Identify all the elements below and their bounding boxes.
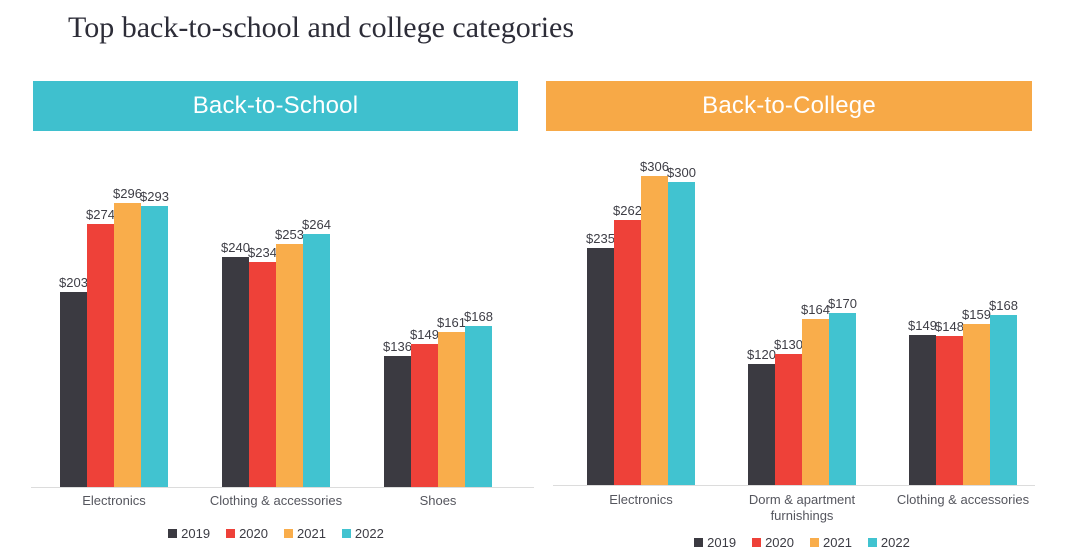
legend-label: 2020 — [765, 535, 794, 550]
bar-2020: $262 — [613, 203, 642, 485]
bar-value-label: $274 — [86, 207, 115, 222]
bar-2022: $300 — [667, 165, 696, 485]
bar-value-label: $170 — [828, 296, 857, 311]
category-label: Clothing & accessories — [896, 492, 1030, 507]
legend-swatch-2021 — [284, 529, 293, 538]
bar-value-label: $120 — [747, 347, 776, 362]
bar-value-label: $234 — [248, 245, 277, 260]
bar-2019: $235 — [586, 231, 615, 485]
bar-value-label: $130 — [774, 337, 803, 352]
bar-value-label: $253 — [275, 227, 304, 242]
legend-label: 2019 — [707, 535, 737, 550]
category-label: Electronics — [609, 492, 673, 507]
bar-value-label: $136 — [383, 339, 412, 354]
bar-2019: $149 — [908, 318, 937, 485]
bar-2022: $168 — [464, 309, 493, 487]
bar-2019: $203 — [59, 275, 88, 487]
bar-value-label: $149 — [410, 327, 439, 342]
bar-2022: $168 — [989, 298, 1018, 485]
bar-2022: $264 — [302, 217, 331, 487]
bar-value-label: $293 — [140, 189, 169, 204]
back-to-school-header-banner: Back-to-School — [33, 81, 518, 131]
bar-2021: $161 — [437, 315, 466, 487]
legend-label: 2020 — [239, 526, 268, 541]
legend-swatch-2019 — [694, 538, 704, 547]
back-to-school-axis-baseline — [31, 487, 534, 488]
bar-2021: $159 — [962, 307, 991, 485]
legend-item-2021: 2021 — [810, 535, 852, 550]
bar-value-label: $240 — [221, 240, 250, 255]
category-label: Clothing & accessories — [209, 493, 343, 508]
bar-value-label: $161 — [437, 315, 466, 330]
bar-2021: $306 — [640, 159, 669, 485]
legend-swatch-2020 — [226, 529, 236, 538]
bar-group-dorm-apartment-furnishings: $120 $130 $164 $170 — [747, 296, 857, 485]
legend-item-2022: 2022 — [867, 535, 910, 550]
bar-group-shoes: $136 $149 $161 $168 — [383, 309, 493, 487]
category-label: Dorm & apartment furnishings — [748, 492, 856, 523]
legend-item-2019: 2019 — [168, 526, 210, 541]
category-label: Electronics — [82, 493, 146, 508]
bar-value-label: $168 — [989, 298, 1018, 313]
bar-2020: $148 — [935, 319, 964, 485]
bar-2019: $120 — [747, 347, 776, 485]
bar-2021: $164 — [801, 302, 830, 485]
legend-item-2020: 2020 — [752, 535, 794, 550]
back-to-college-header-banner: Back-to-College — [546, 81, 1032, 131]
bar-2020: $234 — [248, 245, 277, 487]
bar-value-label: $264 — [302, 217, 331, 232]
legend-label: 2019 — [181, 526, 211, 541]
bar-group-electronics: $235 $262 $306 $300 — [586, 159, 696, 485]
legend-swatch-2022 — [867, 538, 877, 547]
legend-swatch-2020 — [752, 538, 762, 547]
back-to-school-header-label: Back-to-School — [192, 92, 359, 119]
bar-2022: $293 — [140, 189, 169, 487]
bar-value-label: $164 — [801, 302, 830, 317]
legend-item-2022: 2022 — [341, 526, 384, 541]
back-to-college-axis-baseline — [553, 485, 1035, 486]
category-label: Shoes — [419, 493, 457, 508]
back-to-school-legend: 2019 2020 2021 2022 — [60, 526, 492, 541]
bar-group-clothing-accessories: $149 $148 $159 $168 — [908, 298, 1018, 485]
back-to-school-plot: $203 $274 $296 $293 $240 $234 $253 $264 $136 $149… — [59, 177, 493, 487]
back-to-college-header-label: Back-to-College — [702, 92, 876, 119]
bar-value-label: $168 — [464, 309, 493, 324]
bar-value-label: $159 — [962, 307, 991, 322]
bar-2021: $296 — [113, 186, 142, 487]
legend-label: 2022 — [880, 535, 910, 550]
bar-2019: $136 — [383, 339, 412, 487]
bar-2019: $240 — [221, 240, 250, 487]
bar-2020: $130 — [774, 337, 803, 485]
legend-item-2019: 2019 — [694, 535, 736, 550]
legend-label: 2021 — [297, 526, 326, 541]
bar-value-label: $296 — [113, 186, 142, 201]
bar-value-label: $148 — [935, 319, 964, 334]
bar-group-clothing-accessories: $240 $234 $253 $264 — [221, 217, 331, 487]
legend-label: 2022 — [354, 526, 384, 541]
back-to-college-plot: $235 $262 $306 $300 $120 $130 $164 $170 $149 $148… — [586, 159, 1018, 485]
legend-label: 2021 — [823, 535, 852, 550]
legend-item-2020: 2020 — [226, 526, 268, 541]
bar-2021: $253 — [275, 227, 304, 487]
bar-value-label: $300 — [667, 165, 696, 180]
page-title: Top back-to-school and college categorie… — [68, 11, 575, 44]
legend-item-2021: 2021 — [284, 526, 326, 541]
back-to-college-legend: 2019 2020 2021 2022 — [587, 535, 1017, 550]
bar-value-label: $262 — [613, 203, 642, 218]
legend-swatch-2021 — [810, 538, 819, 547]
bar-2020: $274 — [86, 207, 115, 487]
bar-value-label: $306 — [640, 159, 669, 174]
bar-2020: $149 — [410, 327, 439, 487]
legend-swatch-2022 — [341, 529, 351, 538]
bar-value-label: $203 — [59, 275, 88, 290]
bar-value-label: $149 — [908, 318, 937, 333]
bar-2022: $170 — [828, 296, 857, 485]
bar-group-electronics: $203 $274 $296 $293 — [59, 186, 169, 487]
legend-swatch-2019 — [168, 529, 178, 538]
bar-value-label: $235 — [586, 231, 615, 246]
